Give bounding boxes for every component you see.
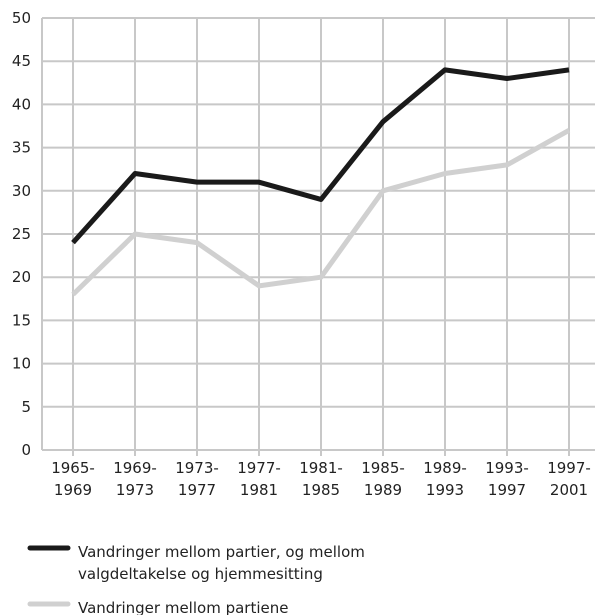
x-tick-label: 1981-1985: [299, 459, 343, 499]
x-tick-label: 1997-2001: [547, 459, 591, 499]
x-tick-label: 1993-1997: [485, 459, 529, 499]
x-tick-label: 1989-1993: [423, 459, 467, 499]
y-tick-label: 50: [12, 9, 31, 27]
x-tick-label: 1985-1989: [361, 459, 405, 499]
y-tick-label: 5: [21, 397, 31, 415]
y-tick-label: 15: [12, 311, 31, 329]
x-tick-label: 1969-1973: [113, 459, 157, 499]
x-tick-label: 1965-1969: [51, 459, 95, 499]
y-tick-label: 0: [21, 441, 31, 459]
series-line: [71, 67, 570, 245]
series-line: [71, 128, 571, 297]
x-tick-label: 1977-1981: [237, 459, 281, 499]
legend-label: Vandringer mellom partier, og mellom valg…: [78, 543, 365, 583]
y-tick-label: 30: [12, 181, 31, 199]
legend-label: Vandringer mellom partiene: [78, 599, 288, 615]
y-tick-label: 40: [12, 95, 31, 113]
y-tick-label: 10: [12, 354, 31, 372]
y-tick-label: 45: [12, 52, 31, 70]
y-tick-label: 20: [12, 268, 31, 286]
x-tick-label: 1973-1977: [175, 459, 219, 499]
y-tick-label: 25: [12, 225, 31, 243]
y-tick-label: 35: [12, 138, 31, 156]
